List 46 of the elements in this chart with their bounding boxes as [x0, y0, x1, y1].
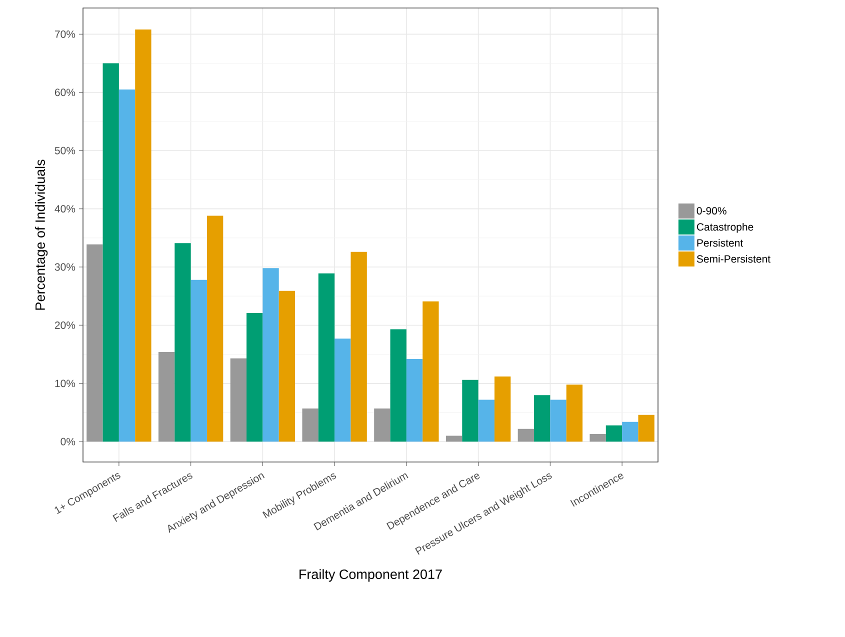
bar: [606, 425, 622, 442]
y-tick-label: 10%: [55, 380, 76, 388]
bar: [206, 216, 224, 442]
bar: [566, 384, 583, 442]
bar: [262, 268, 279, 442]
y-tick-label: 60%: [54, 88, 76, 96]
bar: [174, 243, 191, 442]
bar: [318, 273, 335, 442]
legend-label: Catastrophe: [696, 222, 754, 233]
bar: [534, 395, 550, 442]
bar: [158, 352, 175, 442]
bar: [622, 422, 638, 442]
bar: [390, 329, 406, 442]
bar: [230, 358, 247, 442]
bar: [302, 408, 318, 442]
y-tick-label: 40%: [54, 205, 76, 213]
bar: [190, 280, 207, 442]
bar: [246, 312, 263, 442]
bar: [350, 252, 367, 442]
y-tick-label: 30%: [54, 263, 76, 271]
y-tick-label: 70%: [54, 30, 76, 38]
bar: [334, 338, 351, 442]
bar: [638, 414, 654, 442]
bar: [462, 380, 478, 442]
y-tick-label: 50%: [54, 146, 76, 154]
bar: [406, 358, 423, 442]
bar: [422, 301, 439, 442]
bar: [102, 63, 119, 442]
y-tick-label: 0%: [60, 438, 76, 446]
bar: [86, 244, 103, 442]
y-tick-label: 20%: [54, 322, 76, 329]
legend-label: Semi-Persistent: [696, 254, 770, 263]
x-axis-title: Frailty Component 2017: [300, 569, 442, 582]
y-axis-title: Percentage of Individuals: [35, 160, 48, 310]
bar: [374, 408, 390, 442]
bar: [118, 89, 136, 442]
bar: [135, 30, 152, 442]
bar: [590, 434, 606, 442]
bar: [478, 400, 494, 442]
bar: [278, 290, 296, 442]
bar: [446, 436, 462, 442]
bar: [518, 428, 534, 442]
legend-label: Persistent: [697, 238, 744, 247]
bar: [550, 400, 566, 442]
bar: [494, 376, 511, 442]
legend-label: 0-90%: [696, 207, 726, 215]
